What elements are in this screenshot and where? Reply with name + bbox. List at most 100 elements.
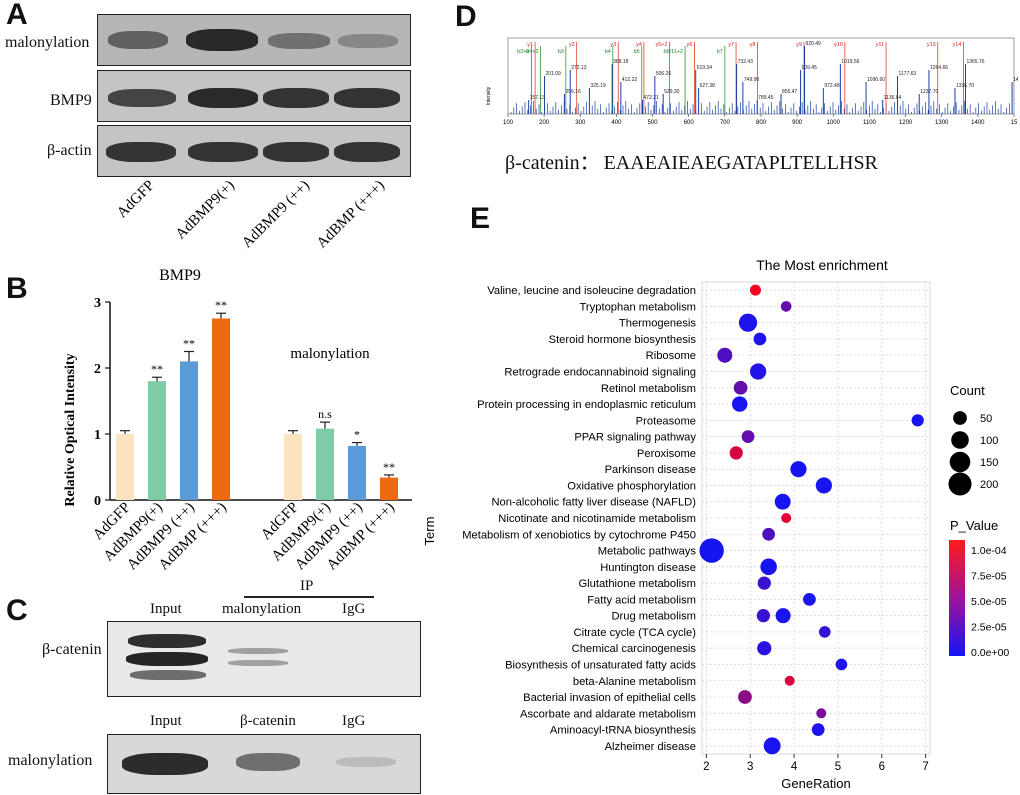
ms-peak-label: 529.30 [664, 89, 680, 95]
x-tick-label: 7 [922, 761, 928, 773]
b-ion-label: b2+2 [517, 49, 529, 55]
sequence-text: EAAEAIEAEGATAPLTELLHSR [603, 152, 878, 174]
ms-peak-label: 732.43 [738, 59, 754, 65]
band [188, 88, 258, 108]
band [228, 648, 288, 654]
ms-x-tick-label: 100 [503, 120, 514, 126]
term-label: Tryptophan metabolism [580, 301, 697, 313]
ms-peak-label: 472.21 [644, 95, 660, 101]
bar [180, 361, 198, 500]
term-label: Retrograde endocannabinoid signaling [504, 367, 696, 379]
y-ion-label: y10 [834, 42, 843, 48]
band [263, 142, 329, 162]
dot-plot-x-label: GeneRation [781, 776, 850, 791]
band [338, 34, 398, 48]
legend-count-title: Count [950, 383, 985, 398]
band [108, 31, 168, 49]
c-bottom-col-beta-catenin: β-catenin [240, 713, 296, 729]
band [188, 142, 258, 162]
band [268, 33, 330, 49]
c-bottom-row-label: malonylation [8, 752, 93, 769]
band [128, 634, 206, 648]
legend-count-dot [948, 472, 972, 496]
y-ion-label: y14 [953, 42, 962, 48]
legend-p-label: 0.0e+00 [971, 647, 1009, 659]
c-bottom-col-input: Input [150, 713, 182, 729]
enrichment-dot [911, 414, 924, 427]
bar-chart: BMP9 malonylation Relative Optical Inten… [63, 267, 412, 573]
ms-x-tick-label: 300 [575, 120, 586, 126]
ms-x-tick-label: 500 [648, 120, 659, 126]
ms-peak-label: 1365.76 [966, 59, 984, 65]
enrichment-dot [753, 332, 767, 346]
enrichment-dot [835, 658, 848, 671]
y-ion-label: y7 [728, 42, 734, 48]
legend-p-label: 7.5e-05 [971, 571, 1007, 583]
band [126, 652, 208, 666]
x-tick-label: 4 [791, 761, 798, 773]
bar [380, 477, 398, 500]
blot-a-bmp9 [97, 70, 411, 122]
ms-peak-label: 855.47 [782, 89, 798, 95]
ms-y-label: Intensity [486, 86, 492, 105]
lane-label: AdGFP [114, 178, 158, 221]
y-ion-label: y3 [610, 42, 616, 48]
blot-a-label-beta-actin: β-actin [47, 142, 92, 159]
legend-p-title: P_Value [950, 518, 998, 533]
y-ion-label: y11 [876, 42, 884, 48]
band [122, 753, 208, 775]
b-ion-label: b6/11+2 [663, 49, 683, 55]
enrichment-dot [729, 446, 743, 460]
band [108, 89, 176, 107]
term-label: Chemical carcinogenesis [572, 643, 697, 655]
enrichment-dot [757, 641, 772, 656]
term-label: beta-Alanine metabolism [573, 676, 696, 688]
ms-peak-label: 789.45 [758, 95, 774, 101]
blot-a-lane-labels: AdGFP AdBMP9(+) AdBMP9 (++) AdBMP (+++) [114, 178, 388, 251]
c-top-col-input: Input [150, 601, 182, 617]
ms-x-tick-label: 15 [1011, 120, 1018, 126]
ms-peak-label: 972.48 [824, 83, 840, 89]
enrichment-dot [784, 675, 795, 686]
enrichment-dot [780, 301, 792, 312]
blot-a-beta-actin [97, 125, 411, 177]
x-tick-label: 3 [747, 761, 753, 773]
b-ion-label: b5 [634, 49, 640, 55]
ms-peak-label: 388.18 [613, 59, 629, 65]
term-label: Metabolism of xenobiotics by cytochrome … [462, 529, 696, 541]
dot-plot-y-label: Term [422, 517, 437, 546]
bar [348, 445, 366, 500]
y-ion-label: y4 [636, 42, 642, 48]
ms-peak-label: 920.49 [806, 41, 822, 47]
term-label: Metabolic pathways [598, 546, 697, 558]
enrichment-dot [756, 609, 771, 623]
ms-x-tick-label: 1300 [935, 120, 949, 126]
enrichment-dot-plot: The Most enrichment GeneRation Term Coun… [422, 257, 1009, 791]
panel-d-letter: D [455, 0, 477, 33]
enrichment-dot [738, 313, 758, 332]
enrichment-dot [811, 723, 825, 736]
blot-a-malonylation [97, 14, 411, 66]
ms-peak-label: 1019.56 [841, 59, 859, 65]
term-label: Proteasome [636, 415, 696, 427]
y-tick-label: 2 [94, 362, 101, 377]
y-ion-label: y5+2 [655, 42, 667, 48]
enrichment-dot [762, 527, 776, 541]
blot-c-bottom [107, 734, 421, 794]
enrichment-dot [763, 737, 781, 755]
enrichment-dot [781, 512, 792, 524]
blot-a-label-malonylation: malonylation [5, 34, 90, 51]
ms-x-tick-label: 800 [756, 120, 767, 126]
c-top-col-igg: IgG [342, 601, 366, 617]
legend-p-label: 1.0e-04 [971, 545, 1007, 557]
term-label: Huntington disease [600, 562, 696, 574]
legend-count-label: 150 [980, 457, 998, 469]
enrichment-dot [749, 284, 761, 296]
enrichment-dot [775, 608, 791, 624]
legend-count-label: 100 [980, 435, 998, 447]
chart-title: BMP9 [159, 267, 201, 284]
y-ion-label: y8 [750, 42, 756, 48]
panel-e-letter: E [470, 202, 491, 235]
p-value-colorbar [949, 540, 965, 656]
legend-count-dot [949, 451, 971, 473]
